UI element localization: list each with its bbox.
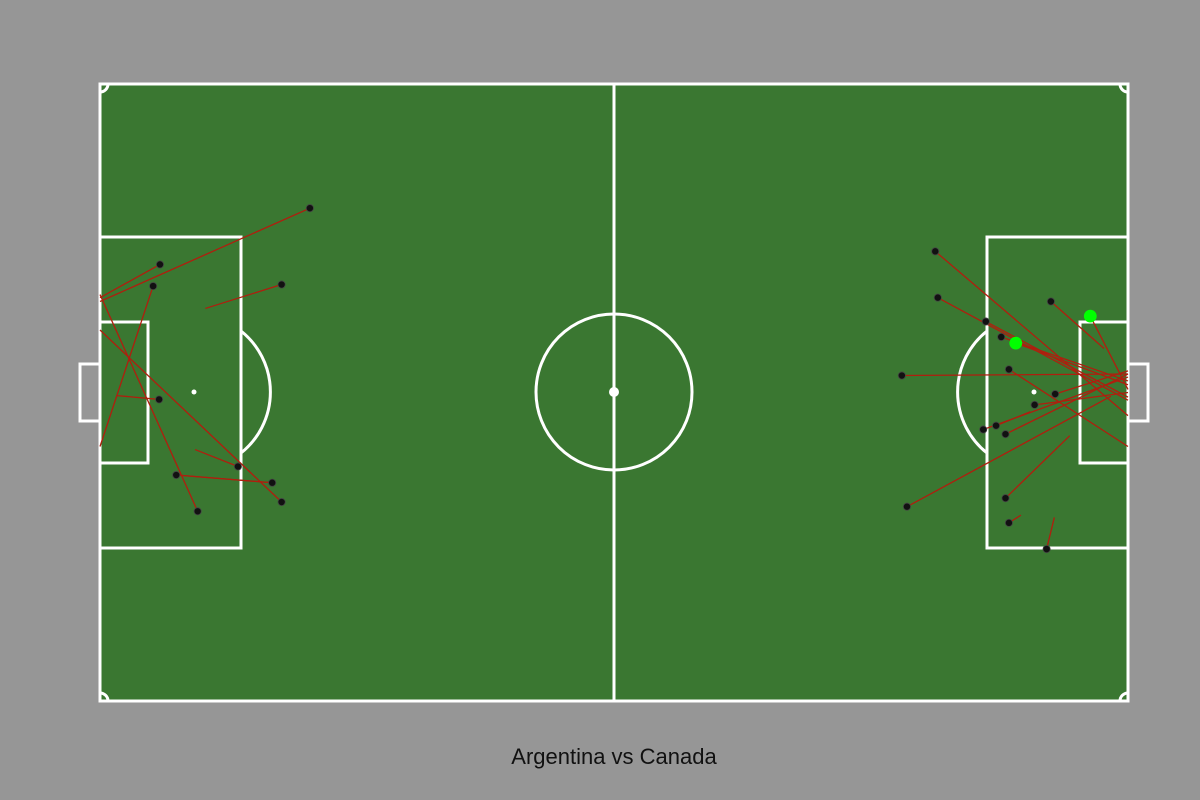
corner-arc-top-right [1118,83,1129,94]
shot-trajectory [906,395,1112,508]
shot-trajectory [99,285,154,447]
shot-trajectory [99,263,161,299]
shot-marker [1004,365,1013,374]
left-goal [78,362,100,423]
shot-marker [931,247,940,256]
shot-markers [149,204,1097,554]
shot-marker [997,332,1006,341]
shot-trajectory [985,320,1129,398]
shot-marker [1030,400,1039,409]
shot-marker [277,280,286,289]
centre-spot [609,387,619,397]
shot-marker [1051,390,1060,399]
left-penalty-arc [240,329,272,455]
shot-trajectory [901,373,1129,377]
shot-marker [149,282,158,291]
shot-trajectory [1015,342,1129,386]
corner-arc-bottom-left [99,691,110,702]
shot-trajectory [1089,315,1129,390]
shot-trajectory [1034,391,1129,406]
shot-marker [1004,518,1013,527]
shot-marker [155,260,164,269]
shot-marker [897,371,906,380]
shot-marker [933,293,942,302]
shot-marker [277,498,286,507]
goal-marker [1009,336,1023,350]
right-goal [1128,362,1150,423]
shot-marker [305,204,314,213]
right-penalty-spot [1031,389,1037,395]
shot-trajectory [1005,435,1071,499]
shot-marker [268,478,277,487]
shot-trajectories [99,207,1129,550]
shot-marker [155,395,164,404]
shot-trajectory [1045,517,1055,550]
shot-trajectory [205,283,282,310]
shot-marker [1046,297,1055,306]
shot-trajectory [1005,373,1129,435]
corner-arc-top-left [99,83,110,94]
centre-circle [534,312,694,472]
shot-trajectory [176,474,273,484]
right-penalty-arc [956,329,988,455]
shots-layer [99,204,1129,554]
pitch [78,82,1150,703]
shot-marker [233,462,242,471]
shot-marker [193,507,202,516]
shot-trajectory [995,411,1031,427]
shot-trajectory [99,207,311,303]
chart-title: Argentina vs Canada [511,744,717,769]
shot-trajectory [99,329,283,503]
corner-arc-bottom-right [1118,691,1129,702]
shot-trajectory [1054,370,1129,395]
shot-marker [1042,545,1051,554]
shot-trajectory [194,448,239,468]
shot-trajectory [1050,301,1105,350]
shot-marker [981,317,990,326]
shot-trajectory [117,394,160,401]
shot-marker [992,421,1001,430]
shot-marker [1001,494,1010,503]
shot-marker [1001,430,1010,439]
shot-marker [172,471,181,480]
shot-trajectory [1001,336,1129,382]
shot-marker [902,502,911,511]
goal-marker [1083,309,1097,323]
shot-marker [979,425,988,434]
left-penalty-spot [191,389,197,395]
left-six-yard-box [98,320,150,465]
shot-trajectory [1008,368,1129,448]
